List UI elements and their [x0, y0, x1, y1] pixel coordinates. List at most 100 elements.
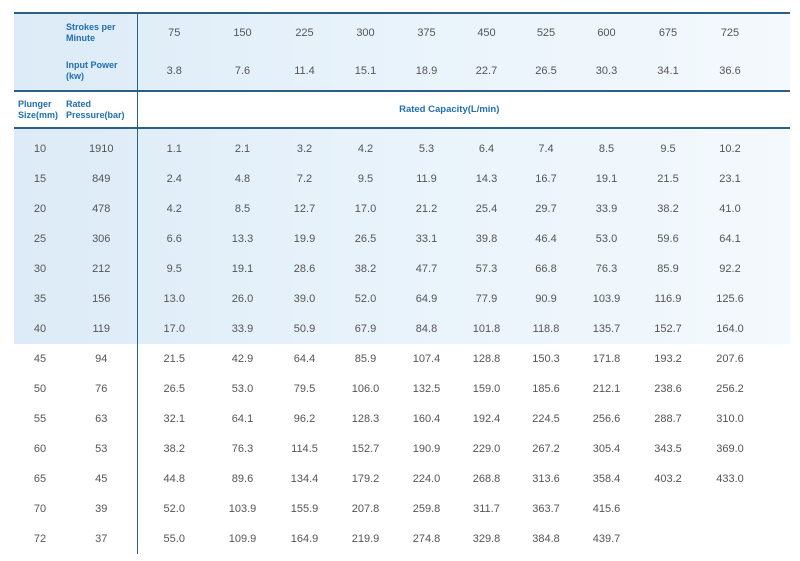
capacity-value: 313.6	[532, 473, 560, 485]
plunger-size: 15	[33, 173, 47, 185]
capacity-value: 192.4	[472, 413, 501, 425]
capacity-value	[699, 494, 761, 524]
power-value: 22.7	[475, 65, 498, 77]
capacity-value: 19.9	[293, 233, 316, 245]
capacity-value: 11.9	[416, 173, 437, 185]
capacity-value: 16.7	[535, 173, 557, 185]
capacity-value: 171.8	[592, 353, 621, 365]
table-row: 65 45 44.8 89.6 134.4 179.2 224.0 268.8 313.6 358…	[14, 464, 790, 494]
capacity-value: 38.2	[657, 203, 679, 215]
capacity-value: 415.6	[592, 503, 621, 515]
capacity-value: 310.0	[716, 413, 744, 425]
capacity-value: 33.9	[231, 323, 254, 335]
spacer	[761, 404, 790, 434]
capacity-value: 311.7	[473, 503, 500, 515]
power-row: Input Power (kw) 3.8 7.6 11.4 15.1 18.9 22.7 2…	[14, 52, 790, 91]
capacity-value: 179.2	[351, 473, 380, 485]
strokes-value: 300	[335, 12, 396, 52]
capacity-value: 164.0	[716, 323, 744, 335]
capacity-value: 21.5	[657, 173, 679, 185]
capacity-value: 4.2	[166, 203, 182, 215]
capacity-value: 160.4	[412, 413, 441, 425]
capacity-value: 134.4	[290, 473, 319, 485]
spacer	[761, 314, 790, 344]
capacity-value: 5.3	[418, 143, 435, 155]
capacity-value: 7.2	[296, 173, 313, 185]
rated-pressure: 45	[66, 464, 138, 494]
power-value: 7.6	[234, 65, 251, 77]
spacer	[761, 52, 790, 91]
spacer	[761, 224, 790, 254]
plunger-size: 45	[33, 353, 47, 365]
spacer	[761, 12, 790, 52]
capacity-value: 343.5	[654, 443, 682, 455]
capacity-value: 433.0	[716, 473, 744, 485]
pump-capacity-table-container: Strokes per Minute 75 150 225 300 375 450 525 6…	[14, 12, 790, 554]
capacity-value: 159.0	[472, 383, 501, 395]
capacity-value: 109.9	[228, 533, 257, 545]
capacity-value: 132.5	[412, 383, 441, 395]
capacity-value: 28.6	[293, 263, 316, 275]
rated-capacity-header: Rated Capacity(L/min)	[137, 90, 761, 129]
capacity-value: 369.0	[716, 443, 744, 455]
capacity-value: 55.0	[163, 533, 185, 545]
table-row: 50 76 26.5 53.0 79.5 106.0 132.5 159.0 185.6 212.…	[14, 374, 790, 404]
capacity-value: 219.9	[351, 533, 380, 545]
plunger-size: 72	[33, 533, 47, 545]
table-row: 10 1910 1.1 2.1 3.2 4.2 5.3 6.4 7.4 8.5 9.5 10.2	[14, 134, 790, 164]
capacity-value: 47.7	[415, 263, 438, 275]
plunger-size: 20	[33, 203, 47, 215]
capacity-value: 12.7	[293, 203, 316, 215]
capacity-value: 384.8	[532, 533, 560, 545]
spacer	[761, 374, 790, 404]
capacity-value: 53.0	[231, 383, 254, 395]
strokes-label: Strokes per Minute	[66, 12, 138, 52]
capacity-value: 85.9	[354, 353, 377, 365]
capacity-value: 305.4	[592, 443, 621, 455]
plunger-size: 30	[33, 263, 47, 275]
capacity-value: 52.0	[163, 503, 185, 515]
capacity-value: 155.9	[290, 503, 319, 515]
capacity-value: 84.8	[415, 323, 438, 335]
table-row: 35 156 13.0 26.0 39.0 52.0 64.9 77.9 90.9 103.9 11…	[14, 284, 790, 314]
strokes-row: Strokes per Minute 75 150 225 300 375 450 525 6…	[14, 12, 790, 52]
capacity-value: 152.7	[654, 323, 682, 335]
power-value: 3.8	[166, 65, 182, 77]
strokes-value: 225	[274, 12, 335, 52]
capacity-value: 39.0	[293, 293, 316, 305]
strokes-value: 600	[576, 12, 637, 52]
capacity-value: 26.0	[231, 293, 254, 305]
capacity-value: 7.4	[538, 143, 554, 155]
plunger-size: 70	[33, 503, 47, 515]
capacity-value	[637, 524, 699, 554]
capacity-value: 64.4	[293, 353, 316, 365]
plunger-size: 35	[33, 293, 47, 305]
capacity-value: 6.6	[166, 233, 182, 245]
spacer	[761, 524, 790, 554]
capacity-value: 2.4	[166, 173, 182, 185]
capacity-value: 57.3	[475, 263, 498, 275]
capacity-value: 268.8	[472, 473, 501, 485]
plunger-size: 40	[33, 323, 47, 335]
table-row: 60 53 38.2 76.3 114.5 152.7 190.9 229.0 267.2 305…	[14, 434, 790, 464]
capacity-value: 8.5	[234, 203, 251, 215]
capacity-value: 150.3	[532, 353, 560, 365]
capacity-value: 89.6	[231, 473, 254, 485]
capacity-value: 13.0	[163, 293, 185, 305]
rated-pressure: 53	[66, 434, 138, 464]
capacity-value: 92.2	[719, 263, 741, 275]
table-row: 20 478 4.2 8.5 12.7 17.0 21.2 25.4 29.7 33.9 38.2 4…	[14, 194, 790, 224]
capacity-value: 79.5	[293, 383, 316, 395]
capacity-value: 9.5	[357, 173, 374, 185]
capacity-value: 118.8	[532, 323, 560, 335]
capacity-value: 23.1	[719, 173, 741, 185]
power-value: 11.4	[294, 65, 315, 77]
table-row: 70 39 52.0 103.9 155.9 207.8 259.8 311.7 363.7 41…	[14, 494, 790, 524]
capacity-value: 33.1	[415, 233, 438, 245]
plunger-size: 10	[33, 143, 47, 155]
rated-pressure: 306	[66, 224, 138, 254]
capacity-value: 38.2	[354, 263, 377, 275]
spacer	[761, 164, 790, 194]
capacity-value: 21.5	[163, 353, 185, 365]
capacity-value: 207.6	[716, 353, 744, 365]
